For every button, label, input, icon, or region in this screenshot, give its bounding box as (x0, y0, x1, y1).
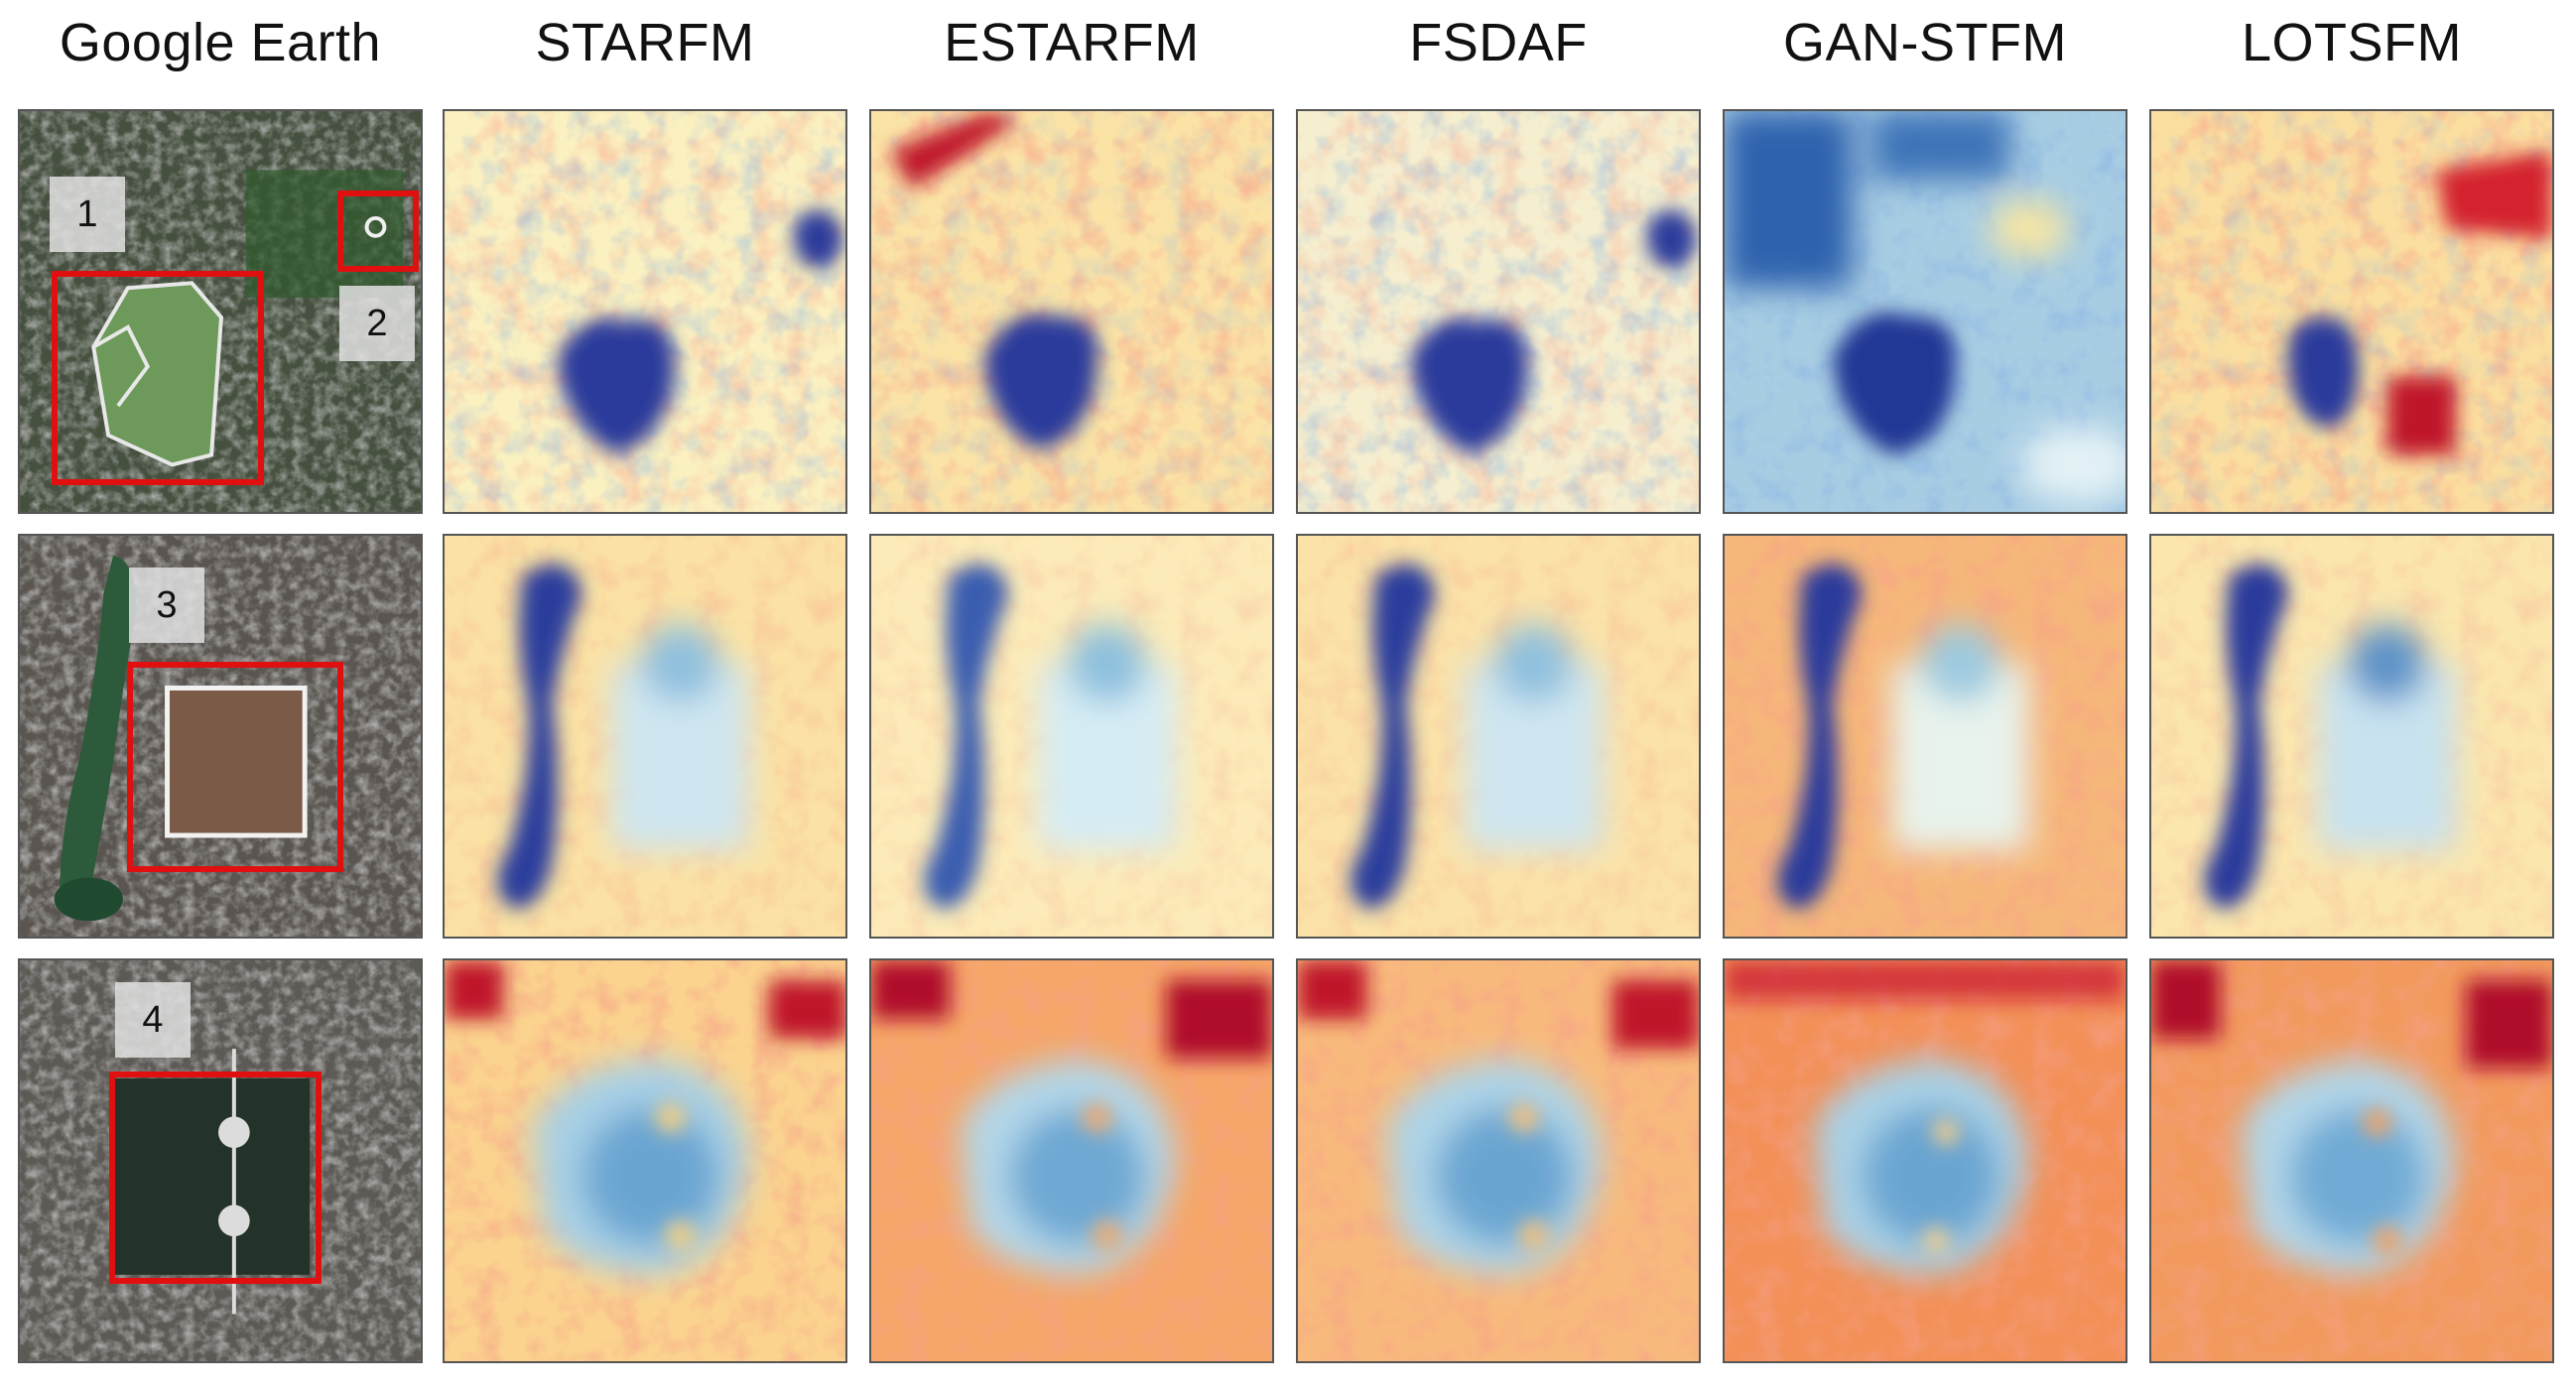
region-frame-1 (52, 271, 264, 485)
region-frame-2 (337, 190, 419, 272)
fusion-map-starfm-row1 (443, 109, 847, 514)
region-label-2: 2 (339, 286, 415, 361)
region-frame-3 (127, 662, 343, 872)
fusion-map-gan-stfm-row3 (1723, 958, 2127, 1363)
fusion-map-starfm-row2 (443, 534, 847, 939)
header-google-earth: Google Earth (59, 13, 382, 72)
header-fsdaf: FSDAF (1409, 13, 1588, 72)
fusion-map-lotsfm-row2 (2149, 534, 2554, 939)
region-label-4: 4 (115, 982, 191, 1058)
fusion-map-estarfm-row1 (869, 109, 1274, 514)
region-label-1: 1 (50, 177, 125, 252)
fusion-map-estarfm-row3 (869, 958, 1274, 1363)
region-label-3: 3 (129, 568, 204, 643)
header-gan-stfm: GAN-STFM (1783, 13, 2067, 72)
fusion-map-fsdaf-row1 (1296, 109, 1701, 514)
header-starfm: STARFM (535, 13, 755, 72)
fusion-map-gan-stfm-row2 (1723, 534, 2127, 939)
region-frame-4 (109, 1072, 322, 1284)
fusion-map-lotsfm-row1 (2149, 109, 2554, 514)
fusion-map-starfm-row3 (443, 958, 847, 1363)
fusion-map-fsdaf-row3 (1296, 958, 1701, 1363)
fusion-map-lotsfm-row3 (2149, 958, 2554, 1363)
header-lotsfm: LOTSFM (2241, 13, 2462, 72)
fusion-map-fsdaf-row2 (1296, 534, 1701, 939)
satellite-image-row3 (18, 958, 423, 1363)
header-estarfm: ESTARFM (944, 13, 1200, 72)
fusion-map-estarfm-row2 (869, 534, 1274, 939)
fusion-map-gan-stfm-row1 (1723, 109, 2127, 514)
